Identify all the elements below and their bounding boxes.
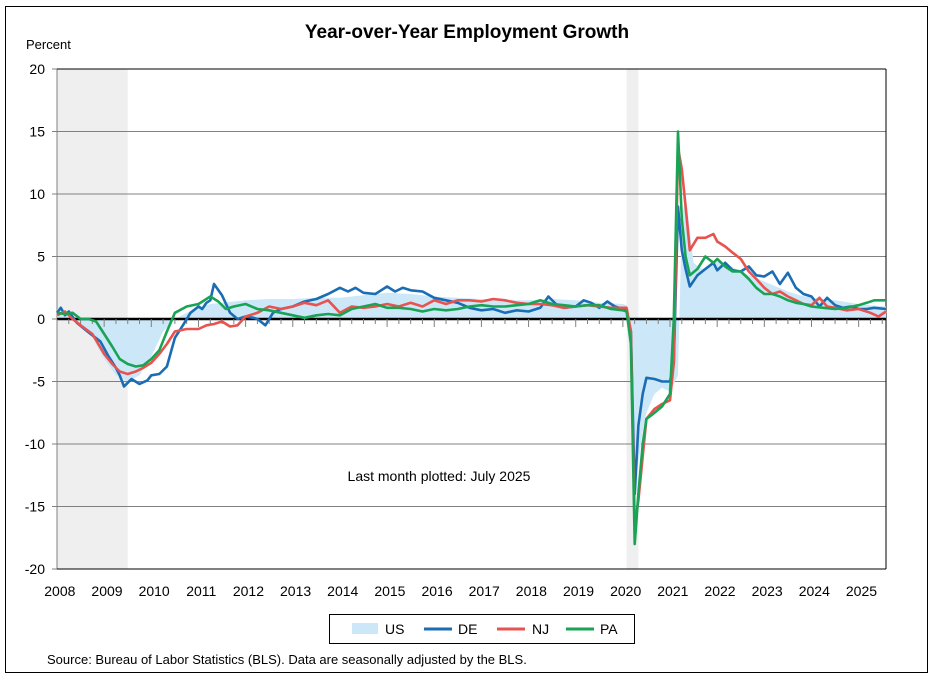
y-tick-label: 15 bbox=[29, 124, 45, 140]
x-tick-label: 2022 bbox=[704, 583, 735, 599]
series-line-de bbox=[55, 205, 887, 496]
x-tick-label: 2014 bbox=[327, 583, 358, 599]
x-tick-label: 2015 bbox=[374, 583, 405, 599]
legend-label-de: DE bbox=[458, 621, 477, 637]
y-tick-label: 5 bbox=[37, 249, 45, 265]
x-tick-label: 2008 bbox=[44, 583, 75, 599]
chart-title: Year-over-Year Employment Growth bbox=[305, 22, 629, 43]
x-tick-label: 2025 bbox=[846, 583, 877, 599]
x-tick-label: 2020 bbox=[610, 583, 641, 599]
x-tick-label: 2021 bbox=[657, 583, 688, 599]
x-tick-label: 2016 bbox=[421, 583, 452, 599]
y-tick-label: 0 bbox=[37, 311, 45, 327]
legend-swatch-us bbox=[352, 623, 378, 634]
x-tick-label: 2018 bbox=[516, 583, 547, 599]
y-axis-label: Percent bbox=[26, 37, 71, 52]
x-tick-label: 2011 bbox=[186, 583, 216, 599]
x-tick-label: 2023 bbox=[752, 583, 783, 599]
y-tick-label: -10 bbox=[25, 436, 45, 452]
series-lines bbox=[55, 130, 887, 546]
us-area-layer bbox=[57, 194, 886, 482]
x-tick-label: 2017 bbox=[469, 583, 500, 599]
legend-label-nj: NJ bbox=[532, 621, 549, 637]
series-area-us bbox=[57, 194, 886, 482]
zero-line-layer bbox=[56, 317, 886, 327]
x-tick-label: 2024 bbox=[799, 583, 830, 599]
x-tick-label: 2019 bbox=[563, 583, 594, 599]
legend-label-us: US bbox=[385, 621, 404, 637]
legend: US DE NJ PA bbox=[329, 614, 635, 644]
source-note: Source: Bureau of Labor Statistics (BLS)… bbox=[47, 652, 527, 667]
series-line-pa bbox=[56, 130, 886, 546]
y-tick-label: -20 bbox=[25, 561, 45, 577]
x-tick-labels: 2008 2009 2010 2011 2012 2013 2014 2015 2016 2017… bbox=[44, 583, 877, 599]
y-tick-label: -5 bbox=[33, 374, 46, 390]
legend-label-pa: PA bbox=[600, 621, 618, 637]
y-tick-label: -15 bbox=[25, 499, 45, 515]
x-tick-label: 2012 bbox=[233, 583, 264, 599]
x-tick-label: 2013 bbox=[280, 583, 311, 599]
last-month-annotation: Last month plotted: July 2025 bbox=[348, 468, 531, 484]
x-tick-label: 2009 bbox=[91, 583, 122, 599]
y-tick-label: 20 bbox=[29, 61, 45, 77]
x-tick-label: 2010 bbox=[139, 583, 170, 599]
y-tick-label: 10 bbox=[29, 186, 45, 202]
y-tick-labels: 20 15 10 5 0 -5 -10 -15 -20 bbox=[25, 61, 45, 577]
